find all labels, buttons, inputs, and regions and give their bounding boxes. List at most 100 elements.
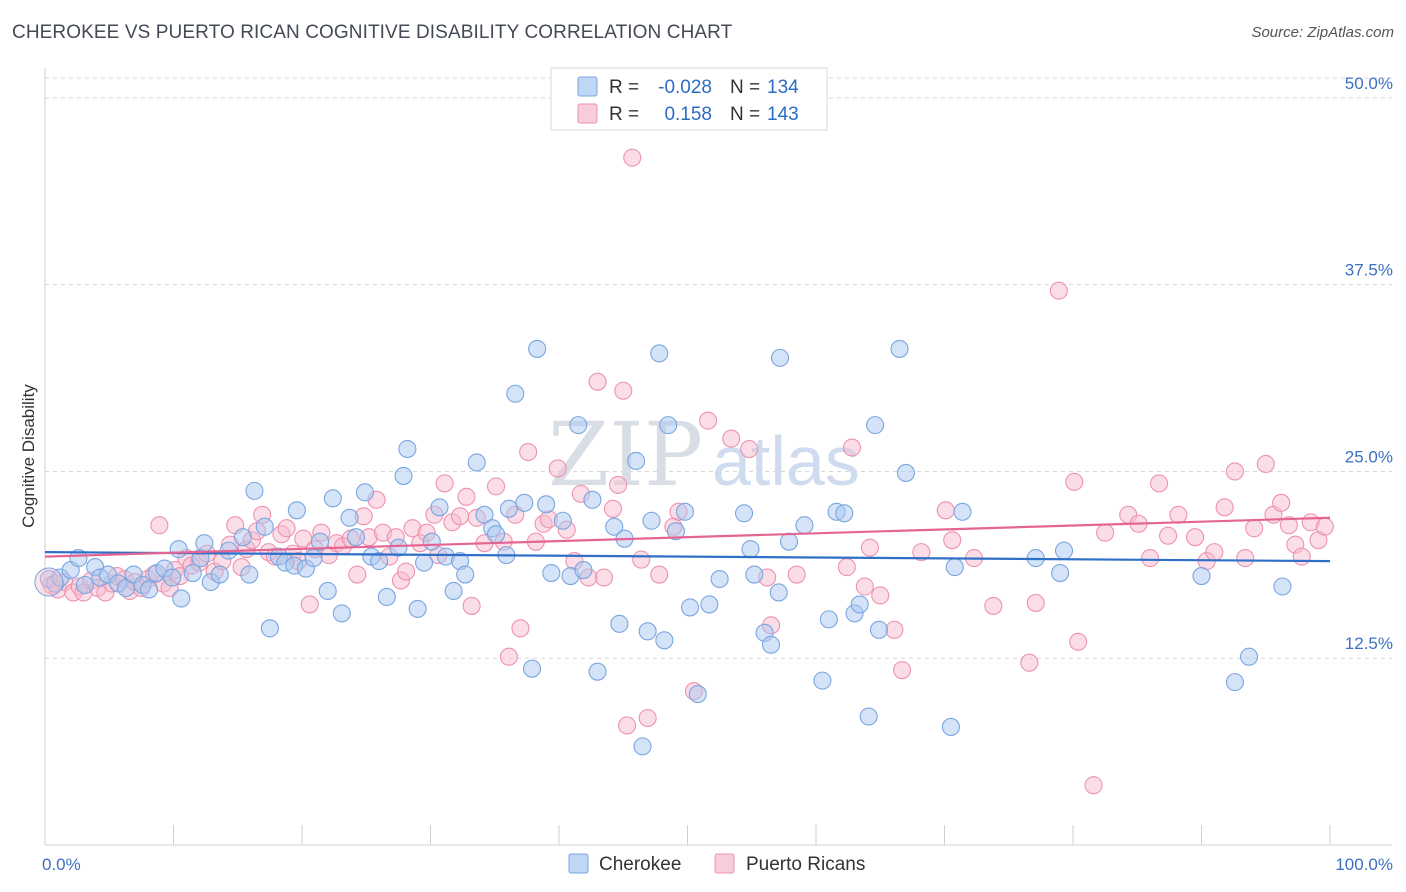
- legend-swatch-puerto-ricans: [577, 103, 598, 124]
- point-puerto-ricans: [603, 499, 623, 518]
- point-puerto-ricans: [740, 439, 759, 459]
- point-cherokee: [75, 575, 94, 595]
- point-puerto-ricans: [936, 501, 955, 520]
- point-puerto-ricans: [722, 429, 741, 448]
- point-cherokee: [475, 505, 494, 524]
- point-cherokee: [779, 532, 799, 551]
- point-puerto-ricans: [837, 558, 856, 577]
- point-cherokee: [941, 717, 960, 737]
- point-puerto-ricans: [451, 507, 470, 526]
- point-cherokee: [869, 620, 889, 639]
- trendline-puerto-ricans: [44, 516, 1331, 558]
- point-cherokee: [340, 508, 359, 527]
- point-cherokee: [389, 538, 408, 557]
- legend-r-label-cherokee: R =: [609, 77, 639, 98]
- bottom-legend-label-cherokee: Cherokee: [599, 854, 681, 875]
- x-tick-label-max: 100.0%: [1335, 855, 1393, 874]
- point-puerto-ricans: [519, 442, 538, 462]
- point-puerto-ricans: [1065, 472, 1084, 491]
- legend-n-label-cherokee: N =: [730, 77, 760, 98]
- point-cherokee: [655, 631, 674, 650]
- point-cherokee: [240, 565, 259, 584]
- point-cherokee: [953, 502, 972, 521]
- point-puerto-ricans: [632, 550, 651, 569]
- point-cherokee: [233, 528, 252, 547]
- point-puerto-ricans: [548, 459, 567, 478]
- point-puerto-ricans: [871, 586, 890, 605]
- point-cherokee: [172, 589, 191, 608]
- point-cherokee: [304, 549, 323, 568]
- axis-layer: 12.5% 25.0% 37.5% 50.0% 0.0% 100.0%: [42, 68, 1393, 874]
- point-puerto-ricans: [1225, 462, 1244, 481]
- point-puerto-ricans: [1141, 549, 1160, 568]
- point-cherokee: [355, 483, 375, 502]
- point-cherokee: [741, 540, 760, 559]
- point-puerto-ricans: [1279, 516, 1298, 535]
- point-puerto-ricans: [588, 372, 607, 391]
- point-cherokee: [553, 511, 572, 530]
- point-puerto-ricans: [638, 708, 657, 728]
- point-cherokee: [1239, 647, 1259, 666]
- point-cherokee: [761, 635, 781, 654]
- chart-title: CHEROKEE VS PUERTO RICAN COGNITIVE DISAB…: [12, 22, 733, 43]
- point-puerto-ricans: [348, 565, 367, 584]
- point-cherokee: [415, 553, 434, 572]
- point-cherokee: [377, 587, 396, 607]
- point-cherokee: [310, 532, 330, 551]
- watermark-zip: ZIP: [548, 403, 703, 506]
- point-cherokee: [583, 490, 602, 509]
- point-cherokee: [542, 563, 561, 583]
- point-puerto-ricans: [1169, 505, 1188, 524]
- point-cherokee: [574, 561, 593, 580]
- point-puerto-ricans: [1049, 281, 1068, 300]
- x-tick-label-min: 0.0%: [42, 855, 81, 874]
- point-cherokee: [945, 558, 964, 577]
- point-cherokee: [408, 599, 427, 618]
- point-cherokee: [710, 569, 729, 589]
- point-cherokee: [140, 580, 159, 599]
- point-cherokee: [1273, 577, 1292, 596]
- point-puerto-ricans: [885, 620, 904, 639]
- point-cherokee: [642, 511, 661, 530]
- point-puerto-ricans: [1315, 517, 1334, 536]
- bottom-legend-swatch-puerto-ricans: [714, 853, 735, 874]
- point-cherokee: [638, 622, 657, 641]
- point-puerto-ricans: [397, 562, 416, 581]
- point-cherokee: [770, 348, 790, 367]
- point-cherokee: [332, 604, 351, 623]
- point-puerto-ricans: [1236, 549, 1255, 568]
- point-cherokee: [506, 384, 525, 403]
- y-tick-label: 50.0%: [1345, 74, 1393, 93]
- series-legend: Cherokee Puerto Ricans: [568, 853, 865, 875]
- point-cherokee: [588, 662, 607, 681]
- point-puerto-ricans: [1292, 547, 1311, 566]
- point-cherokee: [745, 565, 764, 584]
- point-cherokee: [1225, 673, 1244, 692]
- y-axis-label: Cognitive Disability: [19, 384, 38, 528]
- y-tick-label: 25.0%: [1345, 447, 1393, 466]
- point-puerto-ricans: [650, 565, 669, 584]
- point-cherokee: [163, 568, 182, 587]
- series-cherokee: [39, 339, 1292, 756]
- point-puerto-ricans: [1096, 523, 1115, 542]
- point-puerto-ricans: [150, 516, 169, 535]
- point-puerto-ricans: [1026, 593, 1045, 612]
- point-puerto-ricans: [912, 543, 931, 562]
- point-puerto-ricans: [860, 538, 880, 557]
- point-cherokee: [522, 659, 542, 678]
- point-puerto-ricans: [1205, 543, 1224, 562]
- point-puerto-ricans: [943, 531, 962, 550]
- point-cherokee: [569, 416, 588, 435]
- point-cherokee: [896, 463, 916, 482]
- point-cherokee: [467, 453, 486, 472]
- point-puerto-ricans: [499, 647, 518, 666]
- point-cherokee: [515, 493, 534, 512]
- point-cherokee: [323, 489, 342, 508]
- point-puerto-ricans: [1020, 653, 1039, 672]
- point-cherokee: [1192, 566, 1211, 586]
- point-puerto-ricans: [1245, 519, 1264, 538]
- trendline-cherokee: [44, 551, 1331, 563]
- legend-swatch-cherokee: [577, 76, 598, 97]
- point-cherokee: [210, 565, 229, 584]
- point-puerto-ricans: [855, 577, 874, 596]
